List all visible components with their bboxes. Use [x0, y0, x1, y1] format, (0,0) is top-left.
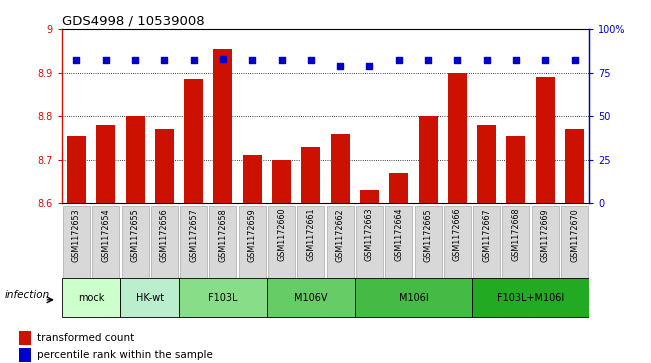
Text: F103L: F103L: [208, 293, 238, 303]
FancyBboxPatch shape: [62, 278, 120, 317]
Bar: [155, 129, 174, 363]
FancyBboxPatch shape: [92, 205, 119, 317]
Point: [217, 56, 228, 62]
FancyBboxPatch shape: [239, 205, 266, 317]
Point: [100, 57, 111, 63]
Text: mock: mock: [78, 293, 104, 303]
Point: [364, 63, 374, 69]
Point: [247, 57, 257, 63]
FancyBboxPatch shape: [179, 278, 267, 317]
Bar: [389, 173, 408, 363]
Bar: [301, 147, 320, 363]
Text: GSM1172664: GSM1172664: [395, 208, 403, 261]
Text: M106V: M106V: [294, 293, 327, 303]
Point: [481, 57, 492, 63]
FancyBboxPatch shape: [444, 205, 471, 317]
Text: GSM1172655: GSM1172655: [131, 208, 139, 262]
Bar: [126, 116, 145, 363]
Point: [540, 57, 550, 63]
Text: GSM1172659: GSM1172659: [248, 208, 256, 262]
FancyBboxPatch shape: [385, 205, 412, 317]
Bar: [477, 125, 496, 363]
FancyBboxPatch shape: [267, 278, 355, 317]
Point: [510, 57, 521, 63]
Text: GSM1172667: GSM1172667: [482, 208, 491, 262]
Bar: [419, 116, 437, 363]
FancyBboxPatch shape: [122, 205, 148, 317]
FancyBboxPatch shape: [63, 205, 90, 317]
Bar: [272, 160, 291, 363]
Point: [71, 57, 82, 63]
Text: GSM1172662: GSM1172662: [336, 208, 344, 262]
FancyBboxPatch shape: [472, 278, 589, 317]
FancyBboxPatch shape: [180, 205, 207, 317]
Text: GSM1172656: GSM1172656: [160, 208, 169, 262]
Point: [276, 57, 286, 63]
FancyBboxPatch shape: [151, 205, 178, 317]
Bar: [506, 136, 525, 363]
Point: [188, 57, 199, 63]
Bar: [331, 134, 350, 363]
Text: HK-wt: HK-wt: [135, 293, 164, 303]
FancyBboxPatch shape: [503, 205, 529, 317]
Text: GSM1172661: GSM1172661: [307, 208, 315, 261]
Point: [393, 57, 404, 63]
Text: infection: infection: [5, 290, 50, 301]
Text: GSM1172658: GSM1172658: [219, 208, 227, 262]
Bar: [67, 136, 86, 363]
Text: GSM1172670: GSM1172670: [570, 208, 579, 262]
Text: GSM1172660: GSM1172660: [277, 208, 286, 261]
Bar: [243, 155, 262, 363]
Text: GSM1172668: GSM1172668: [512, 208, 520, 261]
FancyBboxPatch shape: [327, 205, 353, 317]
FancyBboxPatch shape: [120, 278, 179, 317]
Text: GSM1172665: GSM1172665: [424, 208, 432, 262]
Text: GSM1172653: GSM1172653: [72, 208, 81, 262]
FancyBboxPatch shape: [355, 278, 472, 317]
FancyBboxPatch shape: [561, 205, 588, 317]
FancyBboxPatch shape: [268, 205, 295, 317]
Text: percentile rank within the sample: percentile rank within the sample: [36, 350, 213, 360]
FancyBboxPatch shape: [210, 205, 236, 317]
Bar: [360, 190, 379, 363]
FancyBboxPatch shape: [356, 205, 383, 317]
Text: GSM1172666: GSM1172666: [453, 208, 462, 261]
Bar: [565, 129, 584, 363]
Point: [305, 57, 316, 63]
Text: transformed count: transformed count: [36, 333, 134, 343]
Text: GSM1172663: GSM1172663: [365, 208, 374, 261]
Text: GDS4998 / 10539008: GDS4998 / 10539008: [62, 15, 204, 28]
Point: [335, 63, 345, 69]
Bar: [184, 79, 203, 363]
Bar: [214, 49, 232, 363]
FancyBboxPatch shape: [532, 205, 559, 317]
Point: [452, 57, 462, 63]
Text: M106I: M106I: [398, 293, 428, 303]
FancyBboxPatch shape: [415, 205, 441, 317]
Bar: [96, 125, 115, 363]
Point: [569, 57, 579, 63]
FancyBboxPatch shape: [473, 205, 500, 317]
Text: GSM1172657: GSM1172657: [189, 208, 198, 262]
Text: GSM1172669: GSM1172669: [541, 208, 549, 262]
Bar: [448, 73, 467, 363]
Bar: [20, 331, 31, 345]
Text: GSM1172654: GSM1172654: [102, 208, 110, 262]
Point: [130, 57, 140, 63]
Bar: [20, 348, 31, 362]
Point: [423, 57, 434, 63]
Point: [159, 57, 169, 63]
Text: F103L+M106I: F103L+M106I: [497, 293, 564, 303]
Bar: [536, 77, 555, 363]
FancyBboxPatch shape: [298, 205, 324, 317]
